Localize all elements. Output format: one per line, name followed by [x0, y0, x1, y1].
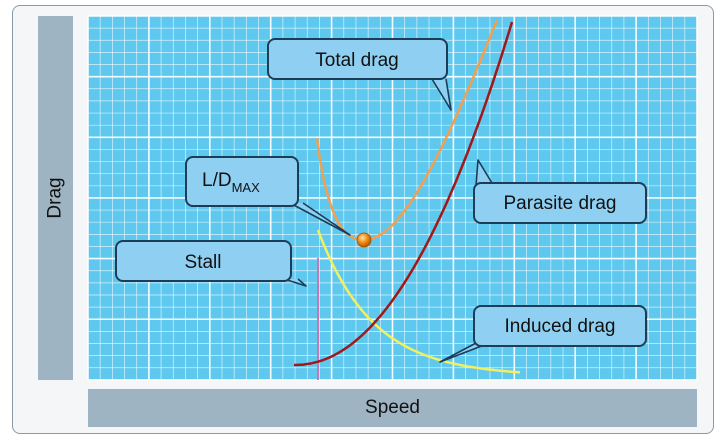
- parasite-drag-callout: Parasite drag: [473, 159, 647, 224]
- total-drag-label: Total drag: [315, 50, 398, 71]
- total-drag-callout: Total drag: [267, 38, 452, 111]
- stall-label: Stall: [185, 252, 222, 273]
- induced-drag-curve: [316, 229, 521, 374]
- induced-drag-label: Induced drag: [505, 316, 616, 337]
- stall-callout: Stall: [115, 240, 307, 287]
- parasite-drag-label: Parasite drag: [503, 193, 616, 214]
- ld-max-point: [356, 232, 372, 248]
- ld-max-label: L/DMAX: [202, 170, 260, 195]
- total-drag-curve: [315, 19, 499, 241]
- parasite-drag-curve: [294, 21, 514, 367]
- x-axis-label: Speed: [365, 397, 420, 418]
- induced-drag-callout: Induced drag: [439, 305, 647, 363]
- y-axis-label-bar: Drag: [38, 16, 73, 380]
- x-axis-label-bar: Speed: [88, 389, 697, 427]
- ld-max-callout: L/DMAX: [185, 156, 351, 236]
